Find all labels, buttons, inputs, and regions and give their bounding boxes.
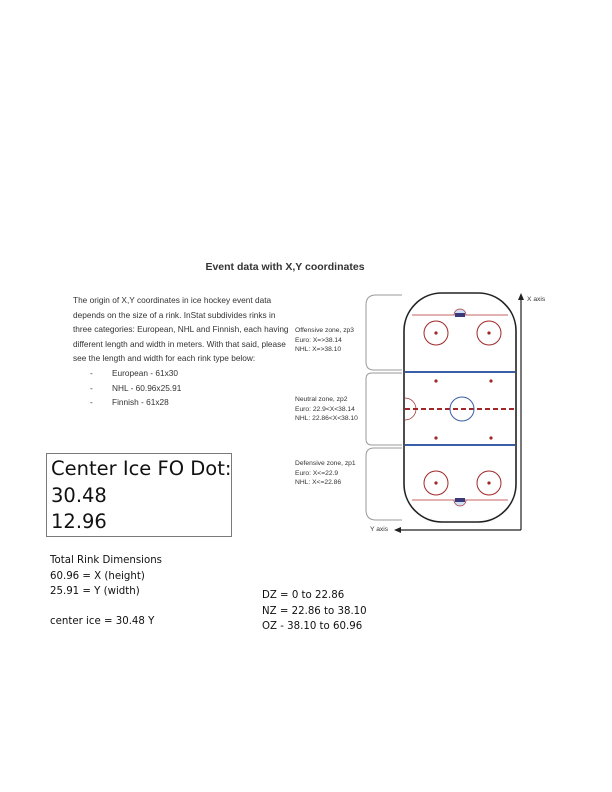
dimensions-center-line: center ice = 30.48 Y	[50, 615, 155, 627]
center-ice-y-value: 12.96	[51, 510, 107, 533]
dimensions-x-line: 60.96 = X (height)	[50, 570, 145, 582]
offensive-zone-label: Offensive zone, zp3 Euro: X=>38.14 NHL: …	[295, 326, 354, 355]
faceoff-dot-bottom-right	[487, 481, 491, 485]
dimensions-y-line: 25.91 = Y (width)	[50, 586, 140, 597]
defensive-zone-title: Defensive zone, zp1	[295, 460, 356, 467]
defensive-zone-bracket	[365, 447, 402, 521]
faceoff-circle-bottom-right	[476, 470, 502, 496]
neutral-dot-4	[489, 436, 493, 440]
zone-range-dz: DZ = 0 to 22.86	[262, 590, 345, 601]
y-axis-label: Y axis	[370, 526, 389, 533]
neutral-zone-nhl: NHL: 22.86<X<38.10	[295, 415, 358, 423]
defensive-zone-label: Defensive zone, zp1 Euro: X<=22.9 NHL: X…	[295, 459, 356, 488]
faceoff-dot-top-right	[487, 331, 491, 335]
top-goal-net	[455, 313, 465, 317]
faceoff-circle-top-right	[476, 320, 502, 346]
rink-type-list: European - 61x30 NHL - 60.96x25.91 Finni…	[73, 366, 295, 410]
rink-type-finnish: Finnish - 61x28	[90, 395, 295, 410]
neutral-zone-title: Neutral zone, zp2	[295, 396, 348, 403]
neutral-zone-euro: Euro: 22.9<X<38.14	[295, 405, 355, 413]
faceoff-circle-bottom-left	[423, 470, 449, 496]
faceoff-dot-top-left	[434, 331, 438, 335]
x-axis-label: X axis	[527, 296, 546, 303]
neutral-zone-bracket	[365, 372, 402, 446]
defensive-zone-euro: Euro: X<=22.9	[295, 469, 339, 477]
neutral-dot-3	[434, 436, 438, 440]
center-ice-fo-box: Center Ice FO Dot: 30.48 12.96	[46, 453, 232, 537]
zone-range-oz: OZ - 38.10 to 60.96	[262, 621, 363, 632]
center-ice-fo-label: Center Ice FO Dot:	[51, 457, 232, 480]
bottom-goal-net	[455, 498, 465, 502]
dimensions-heading: Total Rink Dimensions	[50, 555, 162, 566]
intro-paragraph: The origin of X,Y coordinates in ice hoc…	[73, 295, 289, 364]
offensive-zone-title: Offensive zone, zp3	[295, 327, 354, 334]
referee-crease	[404, 397, 417, 421]
neutral-dot-2	[489, 379, 493, 383]
zone-ranges-notes: DZ = 0 to 22.86 NZ = 22.86 to 38.10 OZ -…	[262, 588, 367, 635]
offensive-zone-nhl: NHL: X=>38.10	[295, 346, 342, 354]
offensive-zone-bracket	[365, 294, 402, 371]
neutral-zone-label: Neutral zone, zp2 Euro: 22.9<X<38.14 NHL…	[295, 395, 358, 424]
center-ice-x-value: 30.48	[51, 483, 107, 507]
rink-type-european: European - 61x30	[90, 366, 295, 381]
zone-range-nz: NZ = 22.86 to 38.10	[262, 605, 367, 617]
offensive-zone-euro: Euro: X=>38.14	[295, 336, 342, 344]
center-ice-circle	[449, 396, 475, 422]
faceoff-dot-bottom-left	[434, 481, 438, 485]
x-axis-arrow	[518, 293, 524, 300]
page-title: Event data with X,Y coordinates	[205, 261, 365, 273]
faceoff-circle-top-left	[423, 320, 449, 346]
rink-dimensions-notes: Total Rink Dimensions 60.96 = X (height)…	[50, 553, 162, 629]
neutral-dot-1	[434, 379, 438, 383]
defensive-zone-nhl: NHL: X<=22.86	[295, 479, 342, 487]
rink-boards	[403, 292, 517, 523]
rink-type-nhl: NHL - 60.96x25.91	[90, 381, 295, 396]
y-axis-arrow	[394, 527, 401, 533]
intro-text: The origin of X,Y coordinates in ice hoc…	[73, 293, 295, 410]
